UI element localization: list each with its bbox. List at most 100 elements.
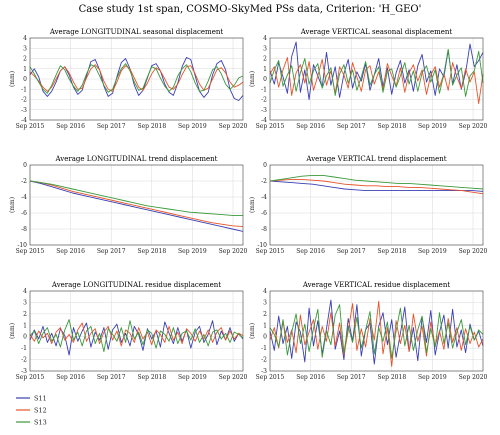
y-tick-label: 2 xyxy=(23,56,27,63)
y-tick-label: -2 xyxy=(21,357,27,364)
x-tick-label: Sep 2017 xyxy=(97,248,126,255)
series-line-s13 xyxy=(29,63,244,94)
x-tick-label: Sep 2016 xyxy=(56,123,85,130)
legend-label: S11 xyxy=(34,395,47,403)
x-tick-label: Sep 2018 xyxy=(137,123,166,130)
y-axis-label: (mm) xyxy=(9,323,16,339)
y-tick-label: 1 xyxy=(263,66,267,73)
plot-frame xyxy=(269,290,484,372)
x-tick-label: Sep 2016 xyxy=(296,123,325,130)
y-axis-label: (mm) xyxy=(249,323,256,339)
y-axis-label: (mm) xyxy=(249,71,256,87)
panel-title: Average LONGITUDINAL trend displacement xyxy=(55,155,218,163)
series-line-s12 xyxy=(269,178,484,195)
x-tick-label: Sep 2016 xyxy=(56,374,85,381)
x-tick-label: Sep 2016 xyxy=(296,248,325,255)
y-tick-label: 4 xyxy=(263,35,267,42)
series-line-s11 xyxy=(269,180,484,192)
series-line-s12 xyxy=(29,180,244,228)
y-tick-label: -2 xyxy=(261,97,267,104)
y-tick-label: -10 xyxy=(17,242,27,249)
series-line-s13 xyxy=(29,319,244,353)
series-line-s12 xyxy=(29,64,244,92)
y-tick-label: 1 xyxy=(23,66,27,73)
x-tick-label: Sep 2015 xyxy=(256,123,285,130)
y-tick-label: -4 xyxy=(261,194,267,201)
x-tick-label: Sep 2019 xyxy=(178,374,207,381)
chart-panel-2: Average VERTICAL seasonal displacement 4 3… xyxy=(249,28,488,130)
x-tick-label: Sep 2018 xyxy=(137,248,166,255)
series-line-s13 xyxy=(269,48,484,97)
plot-frame xyxy=(29,290,244,372)
x-tick-label: Sep 2017 xyxy=(97,374,126,381)
legend-entry-s13: S13 xyxy=(16,419,47,427)
chart-panel-5: Average LONGITUDINAL residue displacemen… xyxy=(9,281,248,381)
y-tick-label: 0 xyxy=(23,334,27,341)
x-tick-label: Sep 2018 xyxy=(377,248,406,255)
x-tick-label: Sep 2020 xyxy=(219,123,248,130)
y-tick-label: -2 xyxy=(21,97,27,104)
y-tick-label: -1 xyxy=(21,86,27,93)
plot-frame xyxy=(29,37,244,121)
series-line-s11 xyxy=(269,299,484,365)
x-tick-label: Sep 2020 xyxy=(459,123,488,130)
y-tick-label: 1 xyxy=(263,322,267,329)
y-axis-label: (mm) xyxy=(9,71,16,87)
y-tick-label: 0 xyxy=(263,334,267,341)
y-tick-label: 2 xyxy=(263,56,267,63)
x-tick-label: Sep 2019 xyxy=(178,123,207,130)
y-tick-label: 0 xyxy=(23,162,27,169)
legend-label: S12 xyxy=(34,407,47,415)
chart-panel-1: Average LONGITUDINAL seasonal displaceme… xyxy=(9,28,248,130)
series-line-s13 xyxy=(269,304,484,359)
x-tick-label: Sep 2017 xyxy=(337,248,366,255)
chart-panel-4: Average VERTICAL trend displacement 0 -2 -4… xyxy=(249,155,488,255)
x-tick-label: Sep 2020 xyxy=(219,374,248,381)
panel-title: Average LONGITUDINAL residue displacemen… xyxy=(51,281,221,289)
y-tick-label: 3 xyxy=(23,45,27,52)
y-tick-label: -2 xyxy=(261,357,267,364)
y-tick-label: 0 xyxy=(23,76,27,83)
x-tick-label: Sep 2020 xyxy=(459,248,488,255)
x-tick-label: Sep 2015 xyxy=(256,248,285,255)
x-tick-label: Sep 2019 xyxy=(178,248,207,255)
y-tick-label: -6 xyxy=(261,210,267,217)
x-tick-label: Sep 2015 xyxy=(256,374,285,381)
y-tick-label: 0 xyxy=(263,76,267,83)
y-tick-label: -6 xyxy=(21,210,27,217)
y-tick-label: -10 xyxy=(257,242,267,249)
panel-title: Average VERTICAL seasonal displacement xyxy=(300,28,453,36)
y-tick-label: 4 xyxy=(23,35,27,42)
series-line-s12 xyxy=(269,300,484,367)
x-tick-label: Sep 2015 xyxy=(16,123,45,130)
x-tick-label: Sep 2017 xyxy=(337,374,366,381)
y-tick-label: -3 xyxy=(261,368,267,375)
series-line-s13 xyxy=(269,174,484,190)
plot-frame xyxy=(269,37,484,121)
legend-entry-s11: S11 xyxy=(16,395,47,403)
y-tick-label: 4 xyxy=(23,288,27,295)
y-tick-label: 0 xyxy=(263,162,267,169)
x-tick-label: Sep 2018 xyxy=(377,374,406,381)
y-tick-label: -2 xyxy=(261,178,267,185)
x-tick-label: Sep 2018 xyxy=(137,374,166,381)
x-tick-label: Sep 2020 xyxy=(459,374,488,381)
plot-frame xyxy=(29,164,244,246)
x-tick-label: Sep 2019 xyxy=(418,123,447,130)
y-tick-label: -3 xyxy=(261,107,267,114)
x-tick-label: Sep 2019 xyxy=(418,374,447,381)
y-tick-label: -4 xyxy=(21,194,27,201)
x-tick-label: Sep 2015 xyxy=(16,248,45,255)
y-tick-label: 1 xyxy=(23,322,27,329)
y-tick-label: -8 xyxy=(21,226,27,233)
x-tick-label: Sep 2016 xyxy=(56,248,85,255)
x-tick-label: Sep 2017 xyxy=(337,123,366,130)
x-tick-label: Sep 2018 xyxy=(377,123,406,130)
y-tick-label: -8 xyxy=(261,226,267,233)
legend: S11 S12 S13 xyxy=(16,395,47,427)
y-tick-label: 2 xyxy=(263,311,267,318)
y-tick-label: -1 xyxy=(21,345,27,352)
x-tick-label: Sep 2016 xyxy=(296,374,325,381)
panel-title: Average VERTICAL trend displacement xyxy=(305,155,446,163)
